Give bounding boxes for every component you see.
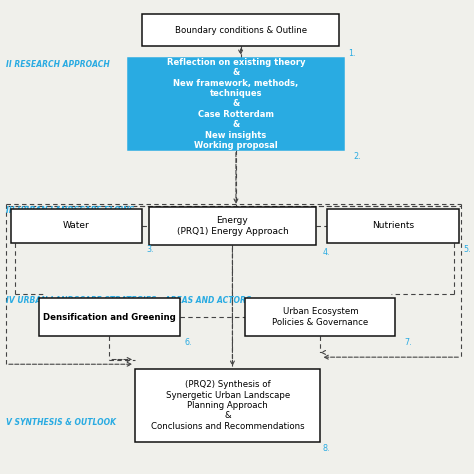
Text: Energy
(PRQ1) Energy Approach: Energy (PRQ1) Energy Approach	[176, 217, 288, 236]
FancyBboxPatch shape	[135, 369, 320, 442]
Text: 8.: 8.	[323, 444, 330, 453]
Text: Densification and Greening: Densification and Greening	[43, 313, 176, 321]
Text: (PRQ2) Synthesis of
Synergetic Urban Landscape
Planning Approach
&
Conclusions a: (PRQ2) Synthesis of Synergetic Urban Lan…	[151, 380, 305, 431]
Text: Nutrients: Nutrients	[372, 221, 414, 230]
Text: III URBAN LANDSCAPE FLOWS: III URBAN LANDSCAPE FLOWS	[6, 206, 135, 215]
Text: 6.: 6.	[184, 338, 192, 347]
Text: Water: Water	[63, 221, 90, 230]
Text: 5.: 5.	[464, 245, 471, 254]
Text: 4.: 4.	[323, 248, 330, 257]
FancyBboxPatch shape	[39, 298, 180, 336]
FancyBboxPatch shape	[128, 58, 344, 150]
FancyBboxPatch shape	[246, 298, 395, 336]
Text: 3.: 3.	[147, 245, 155, 254]
Text: Reflection on existing theory
&
New framework, methods,
techniques
&
Case Rotter: Reflection on existing theory & New fram…	[167, 58, 305, 150]
FancyBboxPatch shape	[149, 207, 316, 246]
FancyBboxPatch shape	[328, 209, 459, 243]
Text: Boundary conditions & Outline: Boundary conditions & Outline	[174, 26, 307, 35]
Text: 1.: 1.	[348, 48, 356, 57]
Text: V SYNTHESIS & OUTLOOK: V SYNTHESIS & OUTLOOK	[6, 419, 116, 428]
FancyBboxPatch shape	[11, 209, 142, 243]
Text: 7.: 7.	[405, 338, 412, 347]
Text: IV URBAN LANDSCAPE STRATEGIES - AREAS AND ACTORS -: IV URBAN LANDSCAPE STRATEGIES - AREAS AN…	[6, 296, 257, 305]
Text: II RESEARCH APPROACH: II RESEARCH APPROACH	[6, 60, 110, 69]
Text: Urban Ecosystem
Policies & Governance: Urban Ecosystem Policies & Governance	[272, 308, 368, 327]
FancyBboxPatch shape	[142, 14, 339, 46]
Text: 2.: 2.	[353, 152, 361, 161]
